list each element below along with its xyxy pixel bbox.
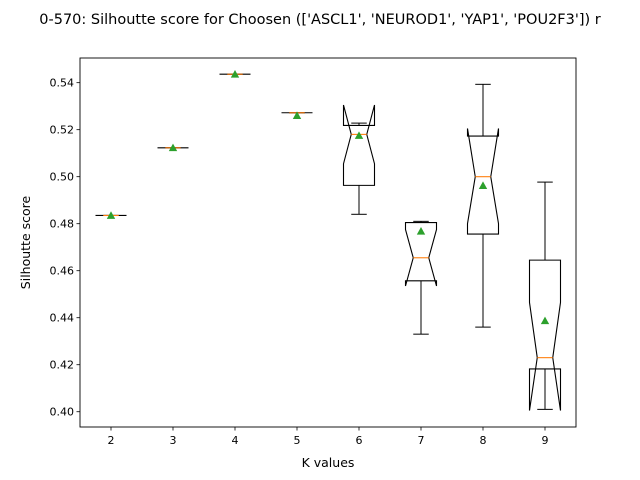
y-tick-label: 0.40: [50, 406, 75, 419]
mean-marker: [354, 131, 364, 139]
x-tick-label: 4: [232, 434, 239, 447]
x-tick-label: 3: [170, 434, 177, 447]
y-tick-label: 0.44: [50, 312, 75, 325]
y-tick-label: 0.48: [50, 218, 75, 231]
y-tick-label: 0.54: [50, 77, 75, 90]
chart-title: 0-570: Silhoutte score for Choosen (['AS…: [39, 12, 601, 28]
y-tick-label: 0.46: [50, 265, 75, 278]
x-tick-label: 2: [108, 434, 115, 447]
mean-marker: [478, 181, 488, 189]
mean-marker: [292, 111, 302, 119]
mean-marker: [106, 211, 116, 219]
mean-marker: [230, 70, 240, 78]
box-body: [342, 104, 376, 186]
y-tick-label: 0.42: [50, 359, 75, 372]
x-axis-label: K values: [302, 455, 355, 470]
box-body: [466, 128, 500, 235]
x-tick-label: 6: [356, 434, 363, 447]
x-tick-label: 5: [294, 434, 301, 447]
y-axis-label: Silhoutte score: [18, 195, 33, 289]
x-tick-label: 9: [542, 434, 549, 447]
mean-marker: [168, 143, 178, 152]
box-body: [404, 221, 438, 287]
x-tick-label: 8: [480, 434, 487, 447]
axes-frame: [79, 57, 577, 428]
mean-marker: [416, 227, 426, 235]
y-tick-label: 0.52: [50, 124, 75, 137]
plot-area: 0.40 0.42 0.44 0.46 0.48 0.50 0.52 0.54 2 3 4 5 6 7 8 9: [50, 70, 562, 447]
mean-marker: [540, 316, 550, 325]
x-tick-label: 7: [418, 434, 425, 447]
box-body: [528, 259, 562, 411]
y-tick-label: 0.50: [50, 171, 75, 184]
